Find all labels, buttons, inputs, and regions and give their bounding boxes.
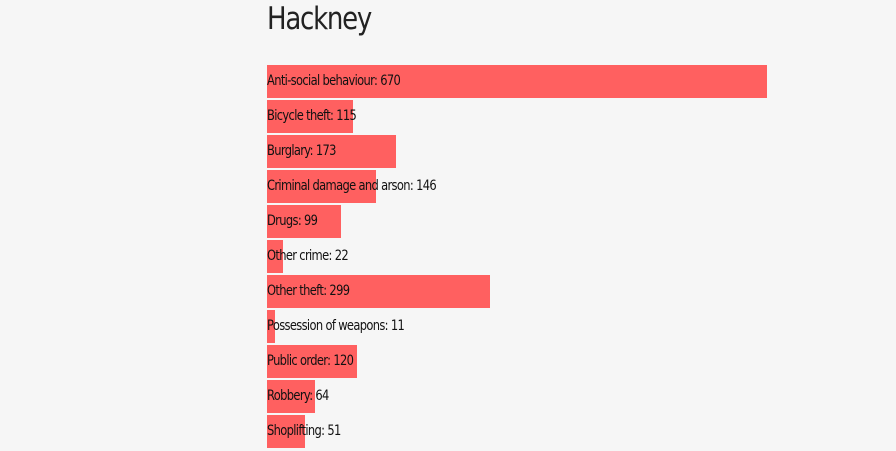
bar [267,310,275,343]
bar-label: Other theft: 299 [267,283,350,299]
bar [267,135,396,168]
bar [267,170,376,203]
bar-label: Shoplifting: 51 [267,423,341,439]
chart-container: Hackney Anti-social behaviour: 670 Bicycl… [267,0,896,451]
bar-label: Burglary: 173 [267,143,336,159]
bar-label: Public order: 120 [267,353,354,369]
bar [267,65,767,98]
bar [267,345,357,378]
bar-label: Bicycle theft: 115 [267,108,357,124]
bar [267,100,353,133]
bar-label: Possession of weapons: 11 [267,318,405,334]
bar-label: Criminal damage and arson: 146 [267,178,437,194]
bar [267,415,305,448]
bar [267,205,341,238]
bar [267,275,490,308]
bar-label: Robbery: 64 [267,388,329,404]
chart-title: Hackney [267,1,372,37]
bar [267,380,315,413]
bar-label: Other crime: 22 [267,248,349,264]
bar [267,240,283,273]
bar-label: Drugs: 99 [267,213,318,229]
bar-label: Anti-social behaviour: 670 [267,73,401,89]
